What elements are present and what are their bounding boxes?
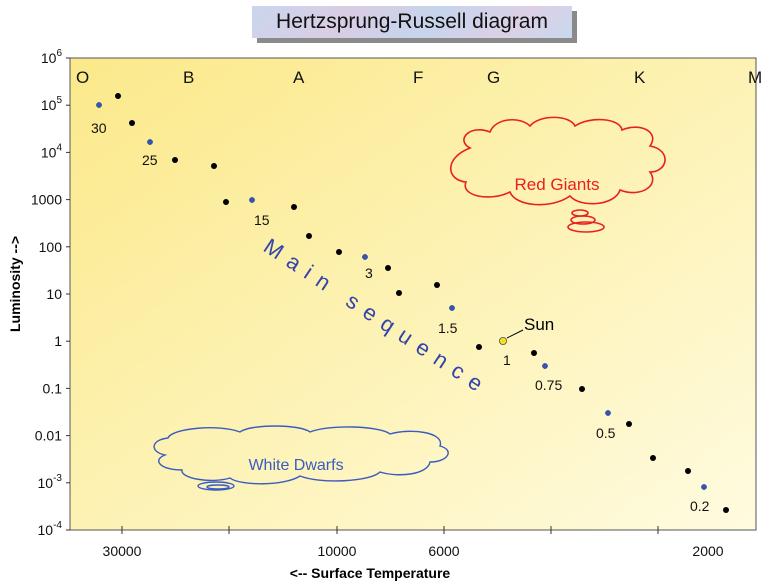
mass-label: 3 [365, 265, 373, 281]
mass-point [362, 254, 368, 260]
y-tick-label: 10 [46, 286, 62, 302]
mass-label: 0.5 [596, 425, 616, 441]
y-tick-label: 1 [54, 333, 62, 349]
data-points: 30 25 15 3 1.5 0.75 0.5 0.2 1 [91, 93, 729, 514]
y-tick-label: 10-4 [38, 520, 63, 538]
svg-text:White Dwarfs: White Dwarfs [248, 457, 343, 474]
mass-label: 0.75 [535, 377, 562, 393]
star-point [291, 204, 297, 210]
mass-point [542, 363, 548, 369]
x-tick-label: 30000 [103, 543, 142, 559]
x-tick-label: 10000 [318, 543, 357, 559]
spectral-class-O: O [76, 68, 89, 87]
y-tick-label: 0.1 [43, 380, 63, 396]
sun-callout-line [506, 329, 524, 339]
mass-point [96, 102, 102, 108]
mass-label: 1.5 [438, 320, 458, 336]
star-point [650, 455, 656, 461]
plot-area [69, 57, 757, 531]
star-point [172, 157, 178, 163]
sun-label: Sun [524, 315, 554, 334]
y-tick-label: 105 [41, 95, 63, 113]
star-point [723, 507, 729, 513]
y-tick-label: 10-3 [38, 473, 63, 491]
star-point [685, 468, 691, 474]
mass-label: 1 [503, 352, 511, 368]
star-point [223, 199, 229, 205]
star-point [476, 344, 482, 350]
y-axis-label: Luminosity --> [7, 236, 23, 332]
star-point [531, 350, 537, 356]
white-dwarfs-cloud: White Dwarfs [153, 425, 449, 491]
x-axis: 30000 10000 6000 2000 [103, 526, 724, 559]
spectral-class-G: G [487, 68, 500, 87]
y-axis: 106 105 104 1000 100 10 1 0.1 0.01 10-3 10-4 [31, 48, 70, 538]
spectral-class-M: M [748, 68, 762, 87]
mass-point [605, 410, 611, 416]
star-point [115, 93, 121, 99]
star-point [434, 282, 440, 288]
star-point [336, 249, 342, 255]
star-point [396, 290, 402, 296]
mass-point [449, 305, 455, 311]
x-tick-label: 2000 [692, 543, 723, 559]
star-point [129, 120, 135, 126]
spectral-class-B: B [183, 68, 194, 87]
y-tick-label: 1000 [31, 192, 62, 208]
y-tick-label: 104 [41, 142, 63, 160]
spectral-class-A: A [293, 68, 305, 87]
spectral-class-K: K [634, 68, 646, 87]
mass-label: 0.2 [690, 498, 710, 514]
chart-title: Hertzsprung-Russell diagram [252, 6, 572, 38]
star-point [306, 233, 312, 239]
sun-point [498, 336, 507, 345]
mass-point [701, 484, 707, 490]
mass-point [147, 139, 153, 145]
mass-label: 25 [142, 152, 158, 168]
y-tick-label: 106 [41, 48, 63, 66]
star-point [579, 386, 585, 392]
red-giants-cloud: Red Giants [450, 116, 666, 233]
spectral-class-F: F [413, 68, 423, 87]
svg-text:Red Giants: Red Giants [514, 175, 599, 194]
star-point [211, 163, 217, 169]
mass-label: 30 [91, 120, 107, 136]
star-point [626, 421, 632, 427]
mass-label: 15 [254, 212, 270, 228]
y-tick-label: 0.01 [35, 428, 62, 444]
x-tick-label: 6000 [428, 543, 459, 559]
y-tick-label: 100 [39, 239, 63, 255]
star-point [385, 265, 391, 271]
mass-point [249, 197, 255, 203]
x-axis-label: <-- Surface Temperature [290, 565, 451, 581]
